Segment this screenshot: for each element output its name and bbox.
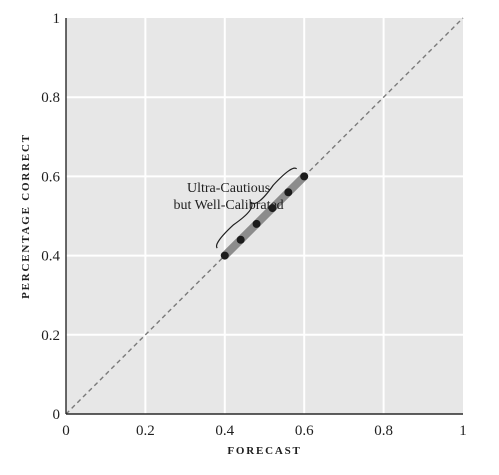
series-layer <box>220 172 309 260</box>
y-tick-label-3: 0.6 <box>41 169 60 185</box>
annotation-line-2: but Well-Calibrated <box>173 198 283 213</box>
y-tick-label-5: 1 <box>53 11 61 27</box>
x-tick-label-2: 0.4 <box>215 423 234 439</box>
y-tick-label-4: 0.8 <box>41 90 60 106</box>
series-0-point-3 <box>268 204 277 213</box>
y-tick-label-1: 0.2 <box>41 328 60 344</box>
annotation-layer: Ultra-Cautious but Well-Calibrated <box>173 167 298 249</box>
x-axis-label: FORECAST <box>227 445 301 457</box>
tick-labels: 0 0.2 0.4 0.6 0.8 1 0 0.2 0.4 0.6 0.8 1 <box>41 11 467 439</box>
x-tick-label-1: 0.2 <box>136 423 155 439</box>
x-tick-label-5: 1 <box>459 423 467 439</box>
y-axis-label: PERCENTAGE CORRECT <box>20 133 32 299</box>
series-0-point-1 <box>236 235 245 244</box>
series-0-point-0 <box>220 251 229 260</box>
annotation-line-1: Ultra-Cautious <box>187 181 270 196</box>
series-0-point-2 <box>252 219 261 228</box>
y-tick-label-0: 0 <box>53 407 61 423</box>
x-tick-label-3: 0.6 <box>295 423 314 439</box>
grid-lines <box>66 18 463 414</box>
x-tick-label-4: 0.8 <box>374 423 393 439</box>
x-tick-label-0: 0 <box>62 423 70 439</box>
y-tick-label-2: 0.4 <box>41 249 60 265</box>
series-0-point-4 <box>284 188 293 197</box>
series-0-point-5 <box>300 172 309 181</box>
